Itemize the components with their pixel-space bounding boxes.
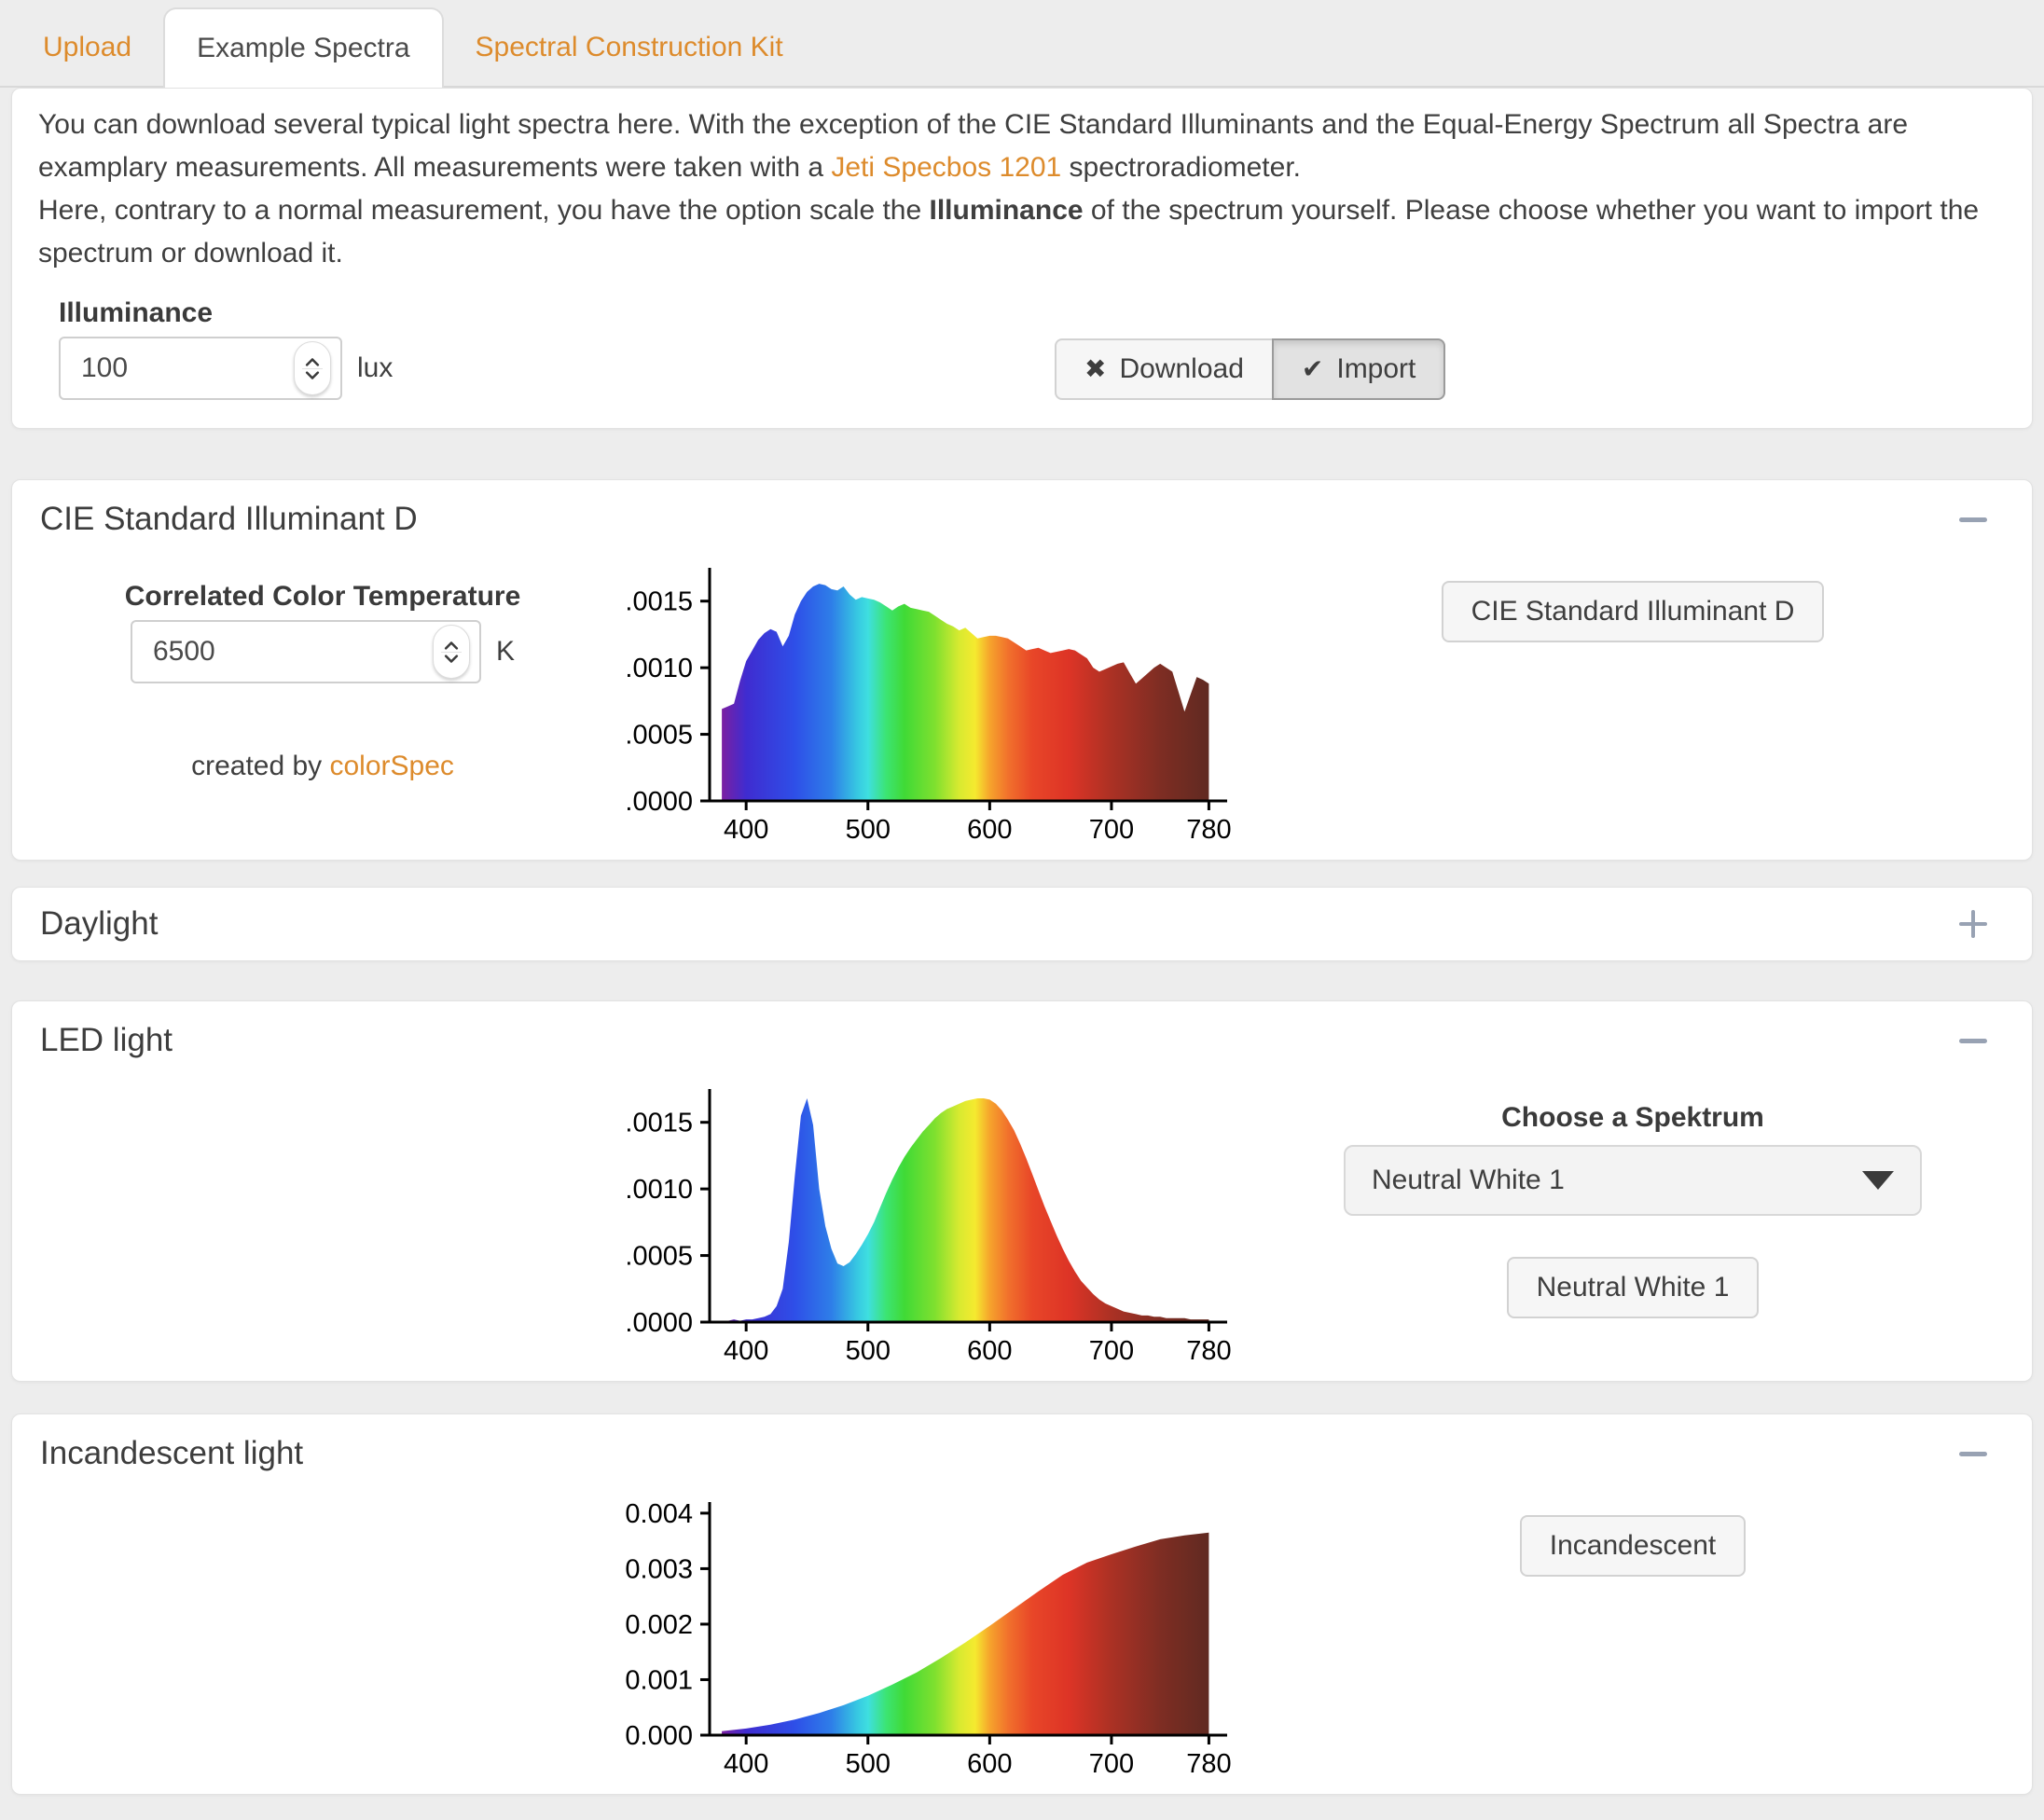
- svg-text:700: 700: [1089, 1336, 1134, 1366]
- svg-text:500: 500: [846, 1336, 891, 1366]
- check-mark-icon: ✔: [1301, 354, 1324, 383]
- jeti-specbos-link[interactable]: Jeti Specbos 1201: [831, 152, 1062, 183]
- svg-text:0.0000: 0.0000: [626, 787, 693, 817]
- intro-paragraph-1: You can download several typical light s…: [38, 103, 2006, 189]
- x-mark-icon: ✖: [1084, 354, 1107, 383]
- collapse-icon[interactable]: [1957, 503, 1989, 535]
- illuminance-input-wrap: [59, 337, 342, 400]
- incandescent-left-spacer: [38, 1487, 607, 1515]
- illuminance-controls: Illuminance lux ✖ Download ✔ Import: [59, 297, 2006, 400]
- cct-unit: K: [495, 636, 515, 667]
- cct-input-wrap: [130, 620, 481, 683]
- svg-text:0.003: 0.003: [626, 1554, 693, 1584]
- colorspec-credit: created by colorSpec: [191, 751, 454, 782]
- download-import-group: ✖ Download ✔ Import: [1055, 338, 1446, 400]
- cie-panel-title: CIE Standard Illuminant D: [40, 501, 418, 537]
- collapse-icon[interactable]: [1957, 1025, 1989, 1056]
- svg-text:0.0005: 0.0005: [626, 721, 693, 751]
- svg-text:0.0010: 0.0010: [626, 654, 693, 683]
- spectrum-select-value: Neutral White 1: [1372, 1165, 1565, 1195]
- led-left-spacer: [38, 1074, 607, 1102]
- daylight-panel: Daylight: [11, 887, 2033, 961]
- stepper-divider: [302, 367, 323, 369]
- download-button[interactable]: ✖ Download: [1055, 338, 1274, 400]
- svg-text:0.0005: 0.0005: [626, 1242, 693, 1272]
- incandescent-button[interactable]: Incandescent: [1519, 1515, 1747, 1577]
- svg-text:600: 600: [967, 1336, 1012, 1366]
- svg-text:400: 400: [724, 1749, 768, 1779]
- cie-spectrum-chart: 400 500 600 700 780 0.0000 0.0005 0.0010 0.0015: [626, 568, 1232, 845]
- colorspec-link[interactable]: colorSpec: [329, 751, 454, 781]
- incandescent-panel-title: Incandescent light: [40, 1435, 304, 1471]
- svg-text:0.0010: 0.0010: [626, 1175, 693, 1205]
- illuminance-stepper[interactable]: [294, 341, 331, 395]
- led-light-panel: LED light 400 500 600 700 780 0.0000 0.0005 0.0…: [11, 1000, 2033, 1382]
- svg-text:500: 500: [846, 815, 891, 845]
- intro-paragraph-2: Here, contrary to a normal measurement, …: [38, 189, 2006, 275]
- tab-spectral-construction-kit[interactable]: Spectral Construction Kit: [475, 32, 783, 62]
- svg-text:400: 400: [724, 1336, 768, 1366]
- illuminance-label: Illuminance: [59, 297, 214, 328]
- svg-text:700: 700: [1089, 1749, 1134, 1779]
- svg-text:0.004: 0.004: [626, 1499, 693, 1529]
- daylight-panel-title: Daylight: [40, 905, 159, 942]
- intro-text-4: of the spectrum yourself. Please choose …: [38, 195, 1980, 269]
- svg-text:0.000: 0.000: [626, 1721, 693, 1751]
- spectrum-select[interactable]: Neutral White 1: [1344, 1145, 1922, 1216]
- svg-text:0.0015: 0.0015: [626, 1109, 693, 1138]
- example-spectra-content-panel: You can download several typical light s…: [11, 88, 2033, 429]
- chevron-down-icon: [1862, 1171, 1894, 1190]
- svg-text:700: 700: [1089, 815, 1134, 845]
- cct-label: Correlated Color Temperature: [124, 581, 521, 612]
- intro-text-2: spectroradiometer.: [1061, 152, 1301, 183]
- svg-text:780: 780: [1186, 815, 1231, 845]
- cct-input[interactable]: [131, 622, 479, 682]
- collapse-icon[interactable]: [1957, 1438, 1989, 1469]
- intro-text-3: Here, contrary to a normal measurement, …: [38, 195, 930, 226]
- svg-text:780: 780: [1186, 1336, 1231, 1366]
- illuminance-emphasis: Illuminance: [929, 195, 1084, 226]
- download-label: Download: [1119, 353, 1244, 384]
- svg-text:0.0015: 0.0015: [626, 587, 693, 617]
- tab-bar: Upload Example Spectra Spectral Construc…: [0, 0, 2044, 88]
- chevron-up-icon[interactable]: [443, 641, 460, 650]
- credit-text: created by: [191, 751, 330, 781]
- svg-text:0.002: 0.002: [626, 1610, 693, 1640]
- svg-text:0.001: 0.001: [626, 1665, 693, 1695]
- cie-illuminant-d-panel: CIE Standard Illuminant D Correlated Col…: [11, 479, 2033, 861]
- svg-text:400: 400: [724, 815, 768, 845]
- chevron-up-icon[interactable]: [304, 357, 321, 366]
- svg-text:600: 600: [967, 1749, 1012, 1779]
- incandescent-spectrum-chart: 400 500 600 700 780 0.000 0.001 0.002 0.003 0.004: [626, 1499, 1232, 1779]
- cie-illuminant-d-button[interactable]: CIE Standard Illuminant D: [1441, 581, 1825, 642]
- svg-text:600: 600: [967, 815, 1012, 845]
- neutral-white-button[interactable]: Neutral White 1: [1506, 1257, 1760, 1318]
- incandescent-light-panel: Incandescent light 400 500 600 700 780 0.000 0…: [11, 1413, 2033, 1795]
- tab-upload[interactable]: Upload: [43, 32, 132, 62]
- led-panel-title: LED light: [40, 1022, 173, 1058]
- stepper-divider: [440, 651, 462, 653]
- illuminance-unit: lux: [357, 352, 394, 383]
- import-button[interactable]: ✔ Import: [1271, 338, 1446, 400]
- svg-text:780: 780: [1186, 1749, 1231, 1779]
- import-label: Import: [1336, 353, 1416, 384]
- svg-text:0.0000: 0.0000: [626, 1308, 693, 1338]
- cct-stepper[interactable]: [432, 625, 470, 679]
- expand-icon[interactable]: [1957, 908, 1989, 940]
- chevron-down-icon[interactable]: [304, 370, 321, 380]
- led-spectrum-chart: 400 500 600 700 780 0.0000 0.0005 0.0010 0.0015: [626, 1089, 1232, 1366]
- tab-example-spectra[interactable]: Example Spectra: [163, 7, 444, 88]
- intro-text-1: You can download several typical light s…: [38, 109, 1909, 183]
- chevron-down-icon[interactable]: [443, 654, 460, 664]
- svg-text:500: 500: [846, 1749, 891, 1779]
- choose-spectrum-label: Choose a Spektrum: [1501, 1102, 1764, 1133]
